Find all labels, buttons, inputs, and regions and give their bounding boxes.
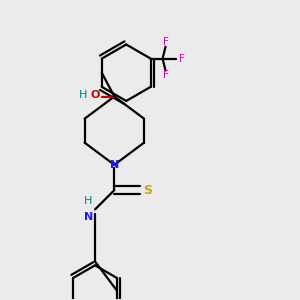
Text: F: F [179,54,185,64]
Text: O: O [90,90,100,100]
Text: N: N [84,212,94,222]
Text: F: F [163,37,169,47]
Text: H: H [84,196,92,206]
Text: N: N [110,160,119,170]
Text: F: F [163,70,169,80]
Text: H: H [79,90,87,100]
Text: S: S [143,184,152,196]
